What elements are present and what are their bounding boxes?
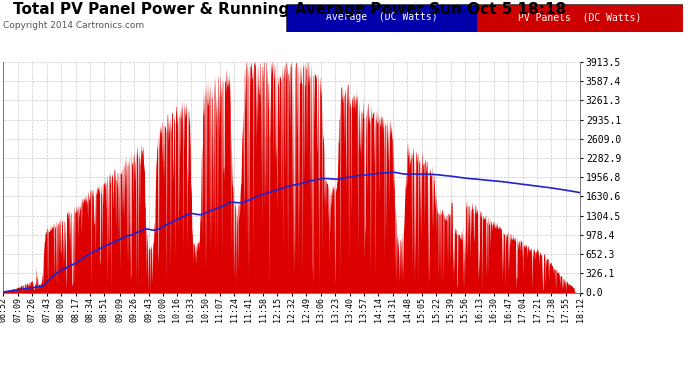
Bar xyxy=(477,4,683,32)
Bar xyxy=(286,4,477,32)
Text: PV Panels  (DC Watts): PV Panels (DC Watts) xyxy=(518,12,642,22)
Text: Total PV Panel Power & Running Average Power Sun Oct 5 18:18: Total PV Panel Power & Running Average P… xyxy=(13,2,566,17)
Text: Copyright 2014 Cartronics.com: Copyright 2014 Cartronics.com xyxy=(3,21,145,30)
Text: Average  (DC Watts): Average (DC Watts) xyxy=(326,12,437,22)
